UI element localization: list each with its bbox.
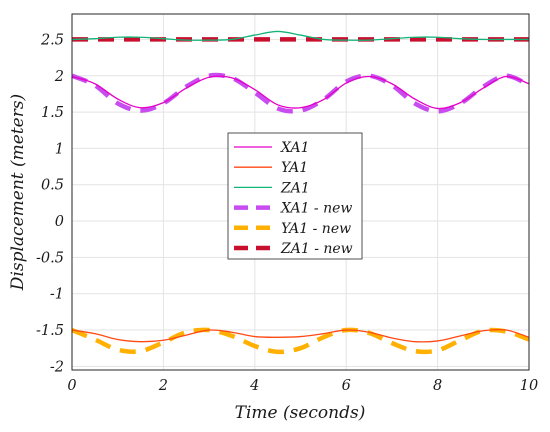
y-tick-label: 1.5: [41, 105, 64, 121]
y-tick-label: 2: [54, 69, 64, 85]
series-line-ya1-new: [71, 327, 530, 355]
legend-box: [227, 132, 363, 260]
series-line-za1: [71, 30, 529, 41]
x-tick-label: 4: [249, 378, 259, 394]
legend-label: XA1 - new: [280, 201, 352, 217]
y-tick-label: -0.5: [36, 250, 64, 266]
legend-label: YA1: [281, 160, 308, 176]
y-tick-label: 0: [55, 214, 64, 230]
y-axis-title: Displacement (meters): [8, 94, 28, 291]
x-tick-label: 0: [67, 378, 76, 394]
series-line-xa1: [71, 75, 530, 110]
series-line-xa1-new: [71, 72, 530, 114]
series-line-ya1: [71, 328, 530, 343]
series-group: [71, 30, 530, 355]
y-tick-label: 1: [55, 141, 64, 157]
x-tick-label: 8: [433, 378, 442, 394]
legend-label: XA1: [280, 140, 310, 156]
y-tick-label: -1: [50, 287, 64, 303]
x-tick-label: 2: [158, 378, 168, 394]
x-tick-label: 6: [342, 378, 351, 394]
y-tick-label: -2: [50, 359, 64, 375]
legend-label: ZA1 - new: [280, 241, 353, 257]
y-tick-label: 0.5: [41, 178, 64, 194]
legend: XA1 YA1 ZA1 XA1 - new YA1 - new ZA1 - new: [227, 132, 363, 260]
x-axis-title: Time (seconds): [235, 403, 366, 423]
y-tick-labels: -2 -1.5 -1 -0.5 0 0.5 1 1.5 2 2.5: [36, 32, 64, 375]
y-tick-label: 2.5: [40, 32, 64, 48]
x-tick-label: 10: [520, 378, 538, 394]
plot-frame: [71, 13, 530, 371]
legend-label: ZA1: [280, 180, 310, 196]
x-tick-labels: 0 2 4 6 8 10: [67, 378, 538, 394]
legend-label: YA1 - new: [281, 221, 351, 237]
y-tick-label: -1.5: [36, 323, 64, 339]
